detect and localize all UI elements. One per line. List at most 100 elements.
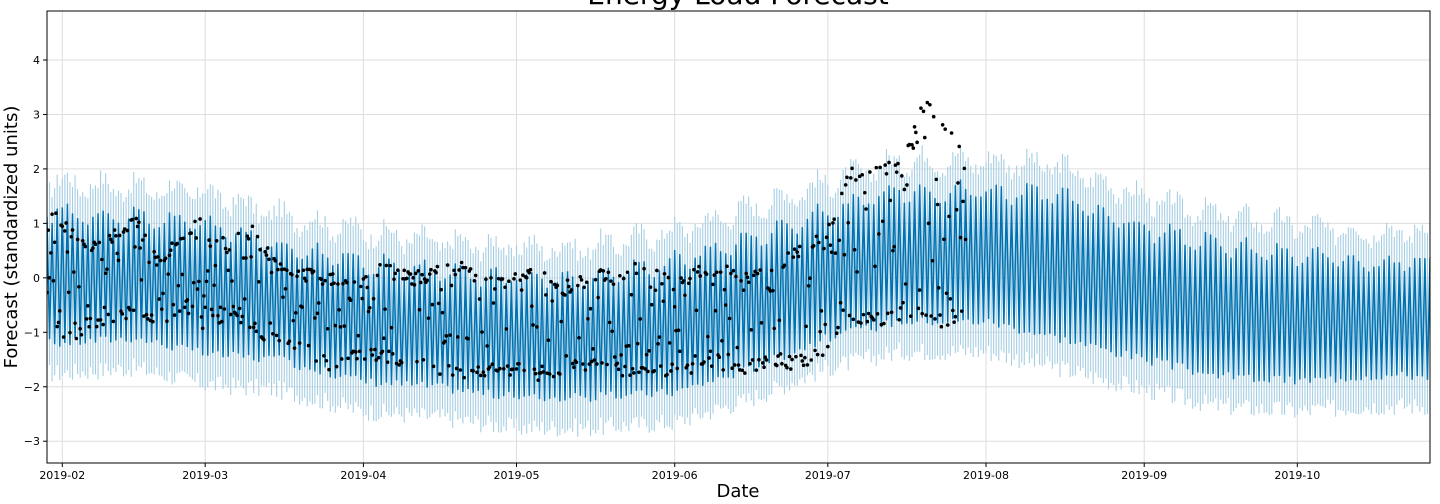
- observed-point: [190, 304, 195, 309]
- observed-point: [419, 280, 423, 285]
- observed-point: [880, 219, 885, 224]
- observed-point: [177, 309, 182, 313]
- observed-point: [68, 330, 72, 335]
- observed-point: [921, 109, 926, 114]
- observed-point: [415, 359, 419, 364]
- observed-point: [661, 299, 666, 304]
- observed-point: [200, 326, 205, 331]
- observed-point: [111, 319, 116, 324]
- observed-point: [161, 291, 165, 296]
- observed-point: [671, 287, 676, 292]
- observed-point: [107, 233, 112, 238]
- observed-point: [204, 279, 209, 284]
- observed-point: [679, 276, 683, 280]
- observed-point: [281, 295, 285, 299]
- observed-point: [420, 272, 424, 277]
- observed-point: [158, 258, 163, 263]
- observed-point: [274, 333, 279, 338]
- observed-point: [239, 320, 243, 325]
- observed-point: [882, 321, 886, 326]
- observed-point: [427, 272, 432, 276]
- observed-point: [88, 316, 93, 321]
- observed-point: [804, 324, 808, 329]
- observed-point: [690, 361, 695, 366]
- observed-point: [63, 229, 67, 233]
- observed-point: [103, 271, 108, 276]
- observed-point: [75, 237, 80, 242]
- observed-point: [342, 324, 347, 328]
- observed-point: [888, 198, 893, 203]
- observed-point: [667, 341, 672, 345]
- observed-point: [672, 305, 677, 309]
- observed-point: [750, 358, 755, 362]
- observed-point: [508, 373, 512, 377]
- observed-point: [513, 272, 518, 276]
- observed-point: [285, 268, 289, 273]
- observed-point: [366, 309, 371, 314]
- x-tick-label: 2019-02: [39, 469, 85, 482]
- observed-point: [905, 183, 909, 187]
- observed-point: [838, 300, 843, 305]
- observed-point: [920, 311, 925, 316]
- observed-point: [778, 352, 783, 356]
- observed-point: [480, 330, 484, 334]
- observed-point: [681, 279, 686, 283]
- observed-point: [848, 176, 853, 180]
- observed-point: [903, 282, 908, 286]
- y-tick-label: 3: [33, 108, 40, 121]
- observed-point: [240, 314, 244, 319]
- observed-point: [860, 172, 865, 177]
- observed-point: [450, 373, 455, 377]
- observed-point: [628, 373, 632, 378]
- observed-point: [482, 373, 487, 378]
- observed-point: [421, 357, 426, 362]
- observed-point: [64, 221, 68, 225]
- observed-point: [570, 361, 575, 366]
- observed-point: [926, 221, 931, 226]
- observed-point: [897, 317, 902, 322]
- observed-point: [296, 269, 301, 274]
- observed-point: [484, 277, 488, 282]
- observed-point: [528, 267, 533, 272]
- observed-point: [625, 270, 630, 275]
- observed-point: [325, 326, 330, 331]
- observed-point: [836, 325, 840, 330]
- observed-point: [958, 235, 963, 240]
- observed-point: [268, 321, 273, 325]
- observed-point: [292, 346, 297, 350]
- observed-point: [245, 234, 250, 238]
- observed-point: [473, 273, 478, 278]
- x-axis-ticks: 2019-02 2019-03 2019-04 2019-05 2019-06 2019-…: [39, 463, 1320, 482]
- observed-point: [139, 278, 144, 282]
- observed-point: [953, 314, 958, 319]
- observed-point: [79, 332, 84, 337]
- observed-point: [231, 304, 236, 309]
- observed-point: [607, 320, 612, 325]
- observed-point: [102, 305, 107, 310]
- observed-point: [244, 256, 248, 260]
- observed-point: [871, 318, 876, 322]
- observed-point: [931, 114, 936, 119]
- observed-point: [586, 317, 590, 321]
- observed-point: [181, 236, 186, 241]
- observed-point: [611, 282, 616, 286]
- observed-point: [404, 276, 409, 281]
- observed-point: [943, 127, 947, 131]
- x-tick-label: 2019-03: [182, 469, 228, 482]
- observed-point: [345, 280, 349, 285]
- observed-point: [789, 367, 793, 371]
- observed-point: [367, 305, 372, 310]
- observed-point: [65, 250, 70, 254]
- observed-point: [371, 296, 376, 301]
- observed-point: [221, 235, 225, 240]
- observed-point: [115, 251, 119, 256]
- y-tick-label: 0: [33, 272, 40, 285]
- observed-point: [579, 278, 584, 282]
- observed-point: [390, 352, 395, 356]
- observed-point: [212, 283, 216, 288]
- observed-point: [720, 339, 724, 343]
- observed-point: [961, 199, 965, 204]
- observed-point: [378, 262, 382, 267]
- observed-point: [203, 305, 207, 310]
- observed-point: [55, 324, 60, 329]
